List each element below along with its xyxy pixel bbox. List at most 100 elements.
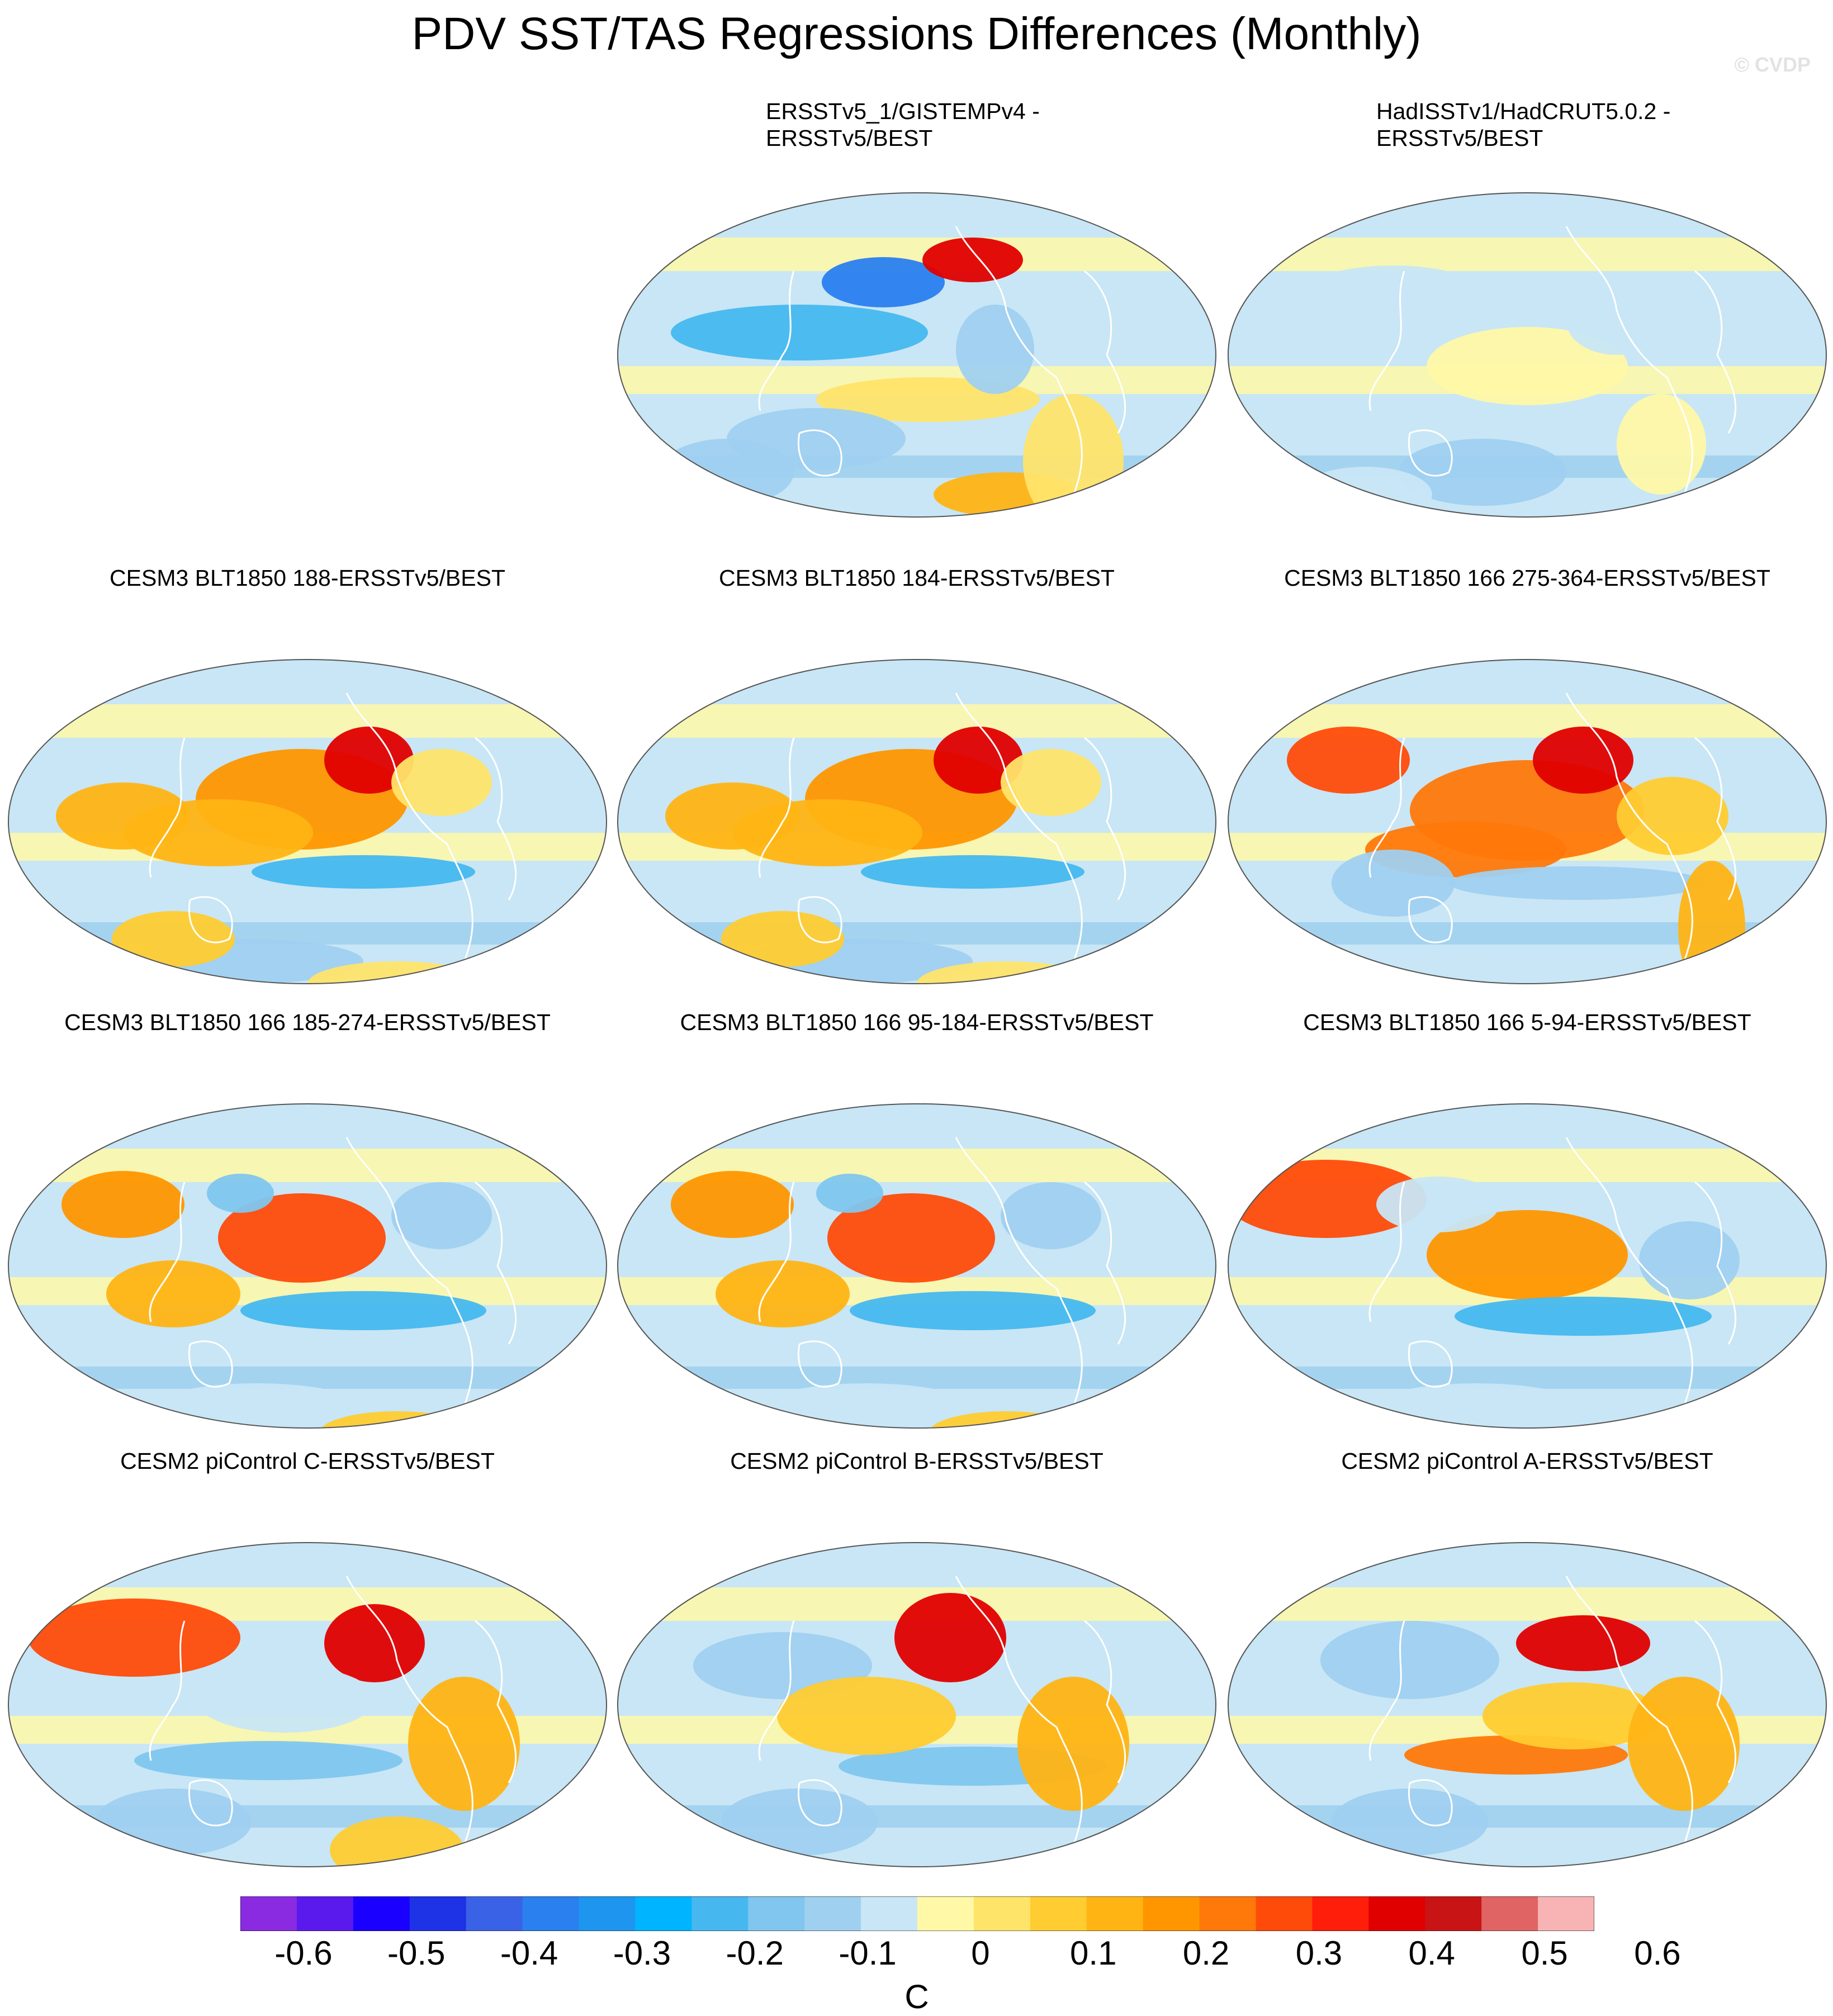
colorbar-swatch xyxy=(1086,1896,1144,1931)
coastline xyxy=(345,692,473,984)
anomaly-patch xyxy=(827,1193,995,1283)
coastline xyxy=(149,1620,186,1761)
panel-title: CESM3 BLT1850 166 275-364-ERSSTv5/BEST xyxy=(1284,565,1770,591)
anomaly-patch xyxy=(106,1260,240,1327)
panel-title: CESM2 piControl C-ERSSTv5/BEST xyxy=(120,1448,495,1474)
anomaly-patch xyxy=(1427,327,1628,405)
colorbar-tick-label: -0.1 xyxy=(839,1934,897,1972)
coastline xyxy=(798,1340,842,1388)
colorbar-tick-label: -0.2 xyxy=(726,1934,784,1972)
panel-title: CESM3 BLT1850 188-ERSSTv5/BEST xyxy=(110,565,505,591)
anomaly-patch xyxy=(1376,1177,1499,1232)
colorbar-swatch xyxy=(296,1896,354,1931)
anomaly-patch xyxy=(112,911,235,967)
anomaly-patch xyxy=(1332,1789,1488,1856)
colorbar-swatch xyxy=(691,1896,749,1931)
anomaly-patch xyxy=(1287,727,1410,794)
panel-title: CESM2 piControl A-ERSSTv5/BEST xyxy=(1341,1448,1713,1474)
map-frame xyxy=(8,1103,607,1429)
colorbar-tick-label: 0.4 xyxy=(1408,1934,1455,1972)
coastline xyxy=(1694,1620,1737,1783)
coastline xyxy=(1084,1181,1126,1345)
coastline xyxy=(1694,270,1737,434)
anomaly-patch xyxy=(1639,1221,1740,1299)
world-map xyxy=(617,1542,1216,1867)
anomaly-patch xyxy=(1449,866,1706,900)
map-frame xyxy=(1228,1542,1827,1867)
anomaly-patch xyxy=(922,238,1023,282)
panel-title: CESM2 piControl B-ERSSTv5/BEST xyxy=(730,1448,1103,1474)
anomaly-patch xyxy=(330,1816,464,1867)
coastline xyxy=(955,692,1083,984)
colorbar-swatch xyxy=(240,1896,297,1931)
anomaly-patch xyxy=(660,439,794,506)
coastline xyxy=(798,896,842,943)
colorbar-swatch xyxy=(861,1896,918,1931)
colorbar-tick-label: -0.3 xyxy=(613,1934,671,1972)
map-frame xyxy=(617,1103,1216,1429)
colorbar-swatch xyxy=(748,1896,805,1931)
coastline xyxy=(149,737,186,878)
colorbar-tick-label: 0 xyxy=(971,1934,990,1972)
panel-cesm2-picontrol-b: CESM2 piControl B-ERSSTv5/BEST xyxy=(615,1448,1219,1872)
coastline xyxy=(188,1779,233,1827)
world-map xyxy=(1228,1103,1827,1429)
anomaly-patch xyxy=(1001,1182,1101,1249)
anomaly-patch xyxy=(218,1193,386,1283)
anomaly-patch xyxy=(1304,265,1482,321)
colorbar-swatch xyxy=(1199,1896,1257,1931)
anomaly-patch xyxy=(1017,1677,1129,1811)
colorbar-tick-label: -0.4 xyxy=(500,1934,558,1972)
panel-title: CESM3 BLT1850 166 185-274-ERSSTv5/BEST xyxy=(64,1009,551,1035)
panel-cesm3-166-275-364: CESM3 BLT1850 166 275-364-ERSSTv5/BEST xyxy=(1225,565,1829,989)
world-map xyxy=(8,1542,607,1867)
coastline xyxy=(149,1182,186,1322)
coastline xyxy=(1368,737,1405,878)
panel-title: CESM3 BLT1850 184-ERSSTv5/BEST xyxy=(719,565,1115,591)
anomaly-patch xyxy=(391,1182,492,1249)
coastline xyxy=(758,1620,795,1761)
coastline xyxy=(758,737,795,878)
coastline xyxy=(758,1182,795,1322)
panel-title: ERSSTv5_1/GISTEMPv4 - ERSSTv5/BEST xyxy=(766,98,1040,151)
anomaly-patch xyxy=(1628,1677,1740,1811)
colorbar-swatch xyxy=(917,1896,974,1931)
anomaly-patch xyxy=(861,855,1084,889)
coastline xyxy=(1084,737,1126,900)
anomaly-patch xyxy=(1566,288,1667,355)
panel-cesm2-picontrol-a: CESM2 piControl A-ERSSTv5/BEST xyxy=(1225,1448,1829,1872)
anomaly-patch xyxy=(56,782,190,850)
world-map xyxy=(617,659,1216,984)
anomaly-patch xyxy=(1533,727,1633,794)
world-map xyxy=(617,192,1216,518)
credit-watermark: © CVDP xyxy=(1734,53,1811,76)
anomaly-patch xyxy=(1001,749,1101,816)
coastline xyxy=(1408,429,1453,477)
anomaly-patch xyxy=(956,305,1034,394)
colorbar-tick-label: -0.5 xyxy=(387,1934,446,1972)
anomaly-patch xyxy=(1482,1682,1661,1749)
coastline xyxy=(1368,1620,1405,1761)
coastline xyxy=(345,1576,473,1867)
anomaly-patch xyxy=(716,1260,850,1327)
colorbar-swatch xyxy=(635,1896,692,1931)
anomaly-patch xyxy=(934,727,1023,794)
world-map xyxy=(8,1103,607,1429)
colorbar-swatch xyxy=(1481,1896,1538,1931)
colorbar-swatch xyxy=(522,1896,580,1931)
world-map xyxy=(617,1103,1216,1429)
colorbar-swatch xyxy=(466,1896,523,1931)
anomaly-patch xyxy=(671,305,928,360)
map-frame xyxy=(617,192,1216,518)
coastline xyxy=(1565,1137,1693,1428)
anomaly-patch xyxy=(721,1789,878,1856)
coastline xyxy=(345,1137,473,1428)
panel-cesm3-184: CESM3 BLT1850 184-ERSSTv5/BEST xyxy=(615,565,1219,989)
coastline xyxy=(955,1137,1083,1428)
colorbar-swatch xyxy=(409,1896,467,1931)
anomaly-patch xyxy=(1617,394,1706,495)
anomaly-patch xyxy=(1617,777,1728,855)
anomaly-patch xyxy=(408,1677,520,1811)
panel-title: CESM3 BLT1850 166 95-184-ERSSTv5/BEST xyxy=(680,1009,1154,1035)
colorbar-swatch xyxy=(1538,1896,1594,1931)
